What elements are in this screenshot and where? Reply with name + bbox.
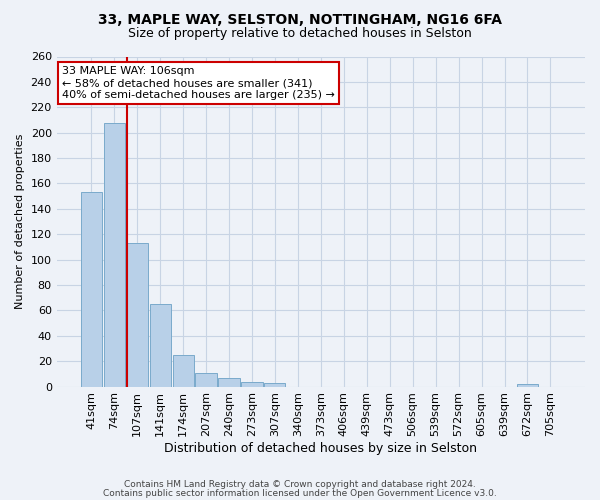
Text: Size of property relative to detached houses in Selston: Size of property relative to detached ho… <box>128 28 472 40</box>
X-axis label: Distribution of detached houses by size in Selston: Distribution of detached houses by size … <box>164 442 478 455</box>
Y-axis label: Number of detached properties: Number of detached properties <box>15 134 25 309</box>
Bar <box>517 384 538 386</box>
Bar <box>173 355 194 386</box>
Text: 33 MAPLE WAY: 106sqm
← 58% of detached houses are smaller (341)
40% of semi-deta: 33 MAPLE WAY: 106sqm ← 58% of detached h… <box>62 66 335 100</box>
Bar <box>218 378 239 386</box>
Bar <box>80 192 102 386</box>
Text: 33, MAPLE WAY, SELSTON, NOTTINGHAM, NG16 6FA: 33, MAPLE WAY, SELSTON, NOTTINGHAM, NG16… <box>98 12 502 26</box>
Bar <box>104 122 125 386</box>
Bar <box>127 243 148 386</box>
Bar <box>149 304 170 386</box>
Text: Contains public sector information licensed under the Open Government Licence v3: Contains public sector information licen… <box>103 489 497 498</box>
Text: Contains HM Land Registry data © Crown copyright and database right 2024.: Contains HM Land Registry data © Crown c… <box>124 480 476 489</box>
Bar <box>265 383 286 386</box>
Bar <box>196 372 217 386</box>
Bar <box>241 382 263 386</box>
